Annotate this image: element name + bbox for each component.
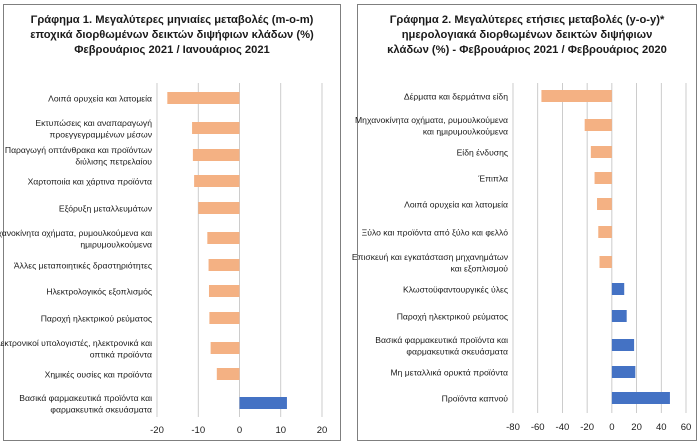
bar [239, 397, 287, 409]
bar [192, 149, 240, 161]
category-label: Μηχανοκίνητα οχήματα, ρυμουλκούμενα και [0, 228, 152, 238]
category-label: διύλισης πετρελαίου [75, 156, 152, 166]
category-label: φαρμακευτικά σκευάσματα [406, 346, 508, 356]
category-label: Βασικά φαρμακευτικά προϊόντα και [19, 393, 152, 403]
x-tick-label: 20 [631, 422, 642, 433]
category-label: Λοιπά ορυχεία και λατομεία [48, 94, 152, 104]
bar [590, 146, 612, 158]
bar [210, 342, 240, 354]
bar [611, 366, 636, 378]
category-label: Προϊόντα καπνού [442, 394, 509, 404]
bar [194, 175, 240, 187]
category-label: Ξύλο και προϊόντα από ξύλο και φελλό [362, 228, 509, 238]
bar [599, 256, 612, 268]
x-tick-label: -20 [580, 422, 594, 433]
bar [216, 368, 240, 380]
category-label: Ηλεκτρολογικός εξοπλισμός [46, 287, 152, 297]
category-label: Εξόρυξη μεταλλευμάτων [59, 204, 152, 214]
bar [207, 232, 240, 244]
category-label: Κλωστοϋφαντουργικές ύλες [403, 285, 508, 295]
x-tick-label: -80 [506, 422, 520, 433]
category-label: Δέρματα και δερμάτινα είδη [404, 92, 508, 102]
bar [611, 392, 670, 404]
category-label: Βασικά φαρμακευτικά προϊόντα και [375, 335, 508, 345]
category-label: Επισκευή και εγκατάσταση μηχανημάτων [352, 252, 508, 262]
x-tick-label: 0 [609, 422, 614, 433]
category-label: Ηλεκτρονικοί υπολογιστές, ηλεκτρονικά κα… [0, 338, 152, 348]
category-label: Παροχή ηλεκτρικού ρεύματος [41, 314, 152, 324]
category-label: Είδη ένδυσης [457, 148, 508, 158]
category-label: ημιρυμουλκούμενα [80, 239, 152, 249]
x-tick-label: -10 [191, 425, 205, 436]
category-label: Παροχή ηλεκτρικού ρεύματος [397, 312, 508, 322]
x-tick-label: -60 [531, 422, 545, 433]
x-tick-label: 0 [237, 425, 242, 436]
x-tick-label: 10 [275, 425, 286, 436]
chart-title: Γράφημα 2. Μεγαλύτερες ετήσιες μεταβολές… [358, 13, 696, 58]
category-label: Λοιπά ορυχεία και λατομεία [404, 200, 508, 210]
bar [611, 310, 627, 322]
bar [584, 119, 612, 131]
chart-title-line: ημερολογιακά διορθωμένων δεικτών διψήφιω… [401, 29, 653, 41]
chart-panel-monthly: Γράφημα 1. Μεγαλύτερες μηνιαίες μεταβολέ… [0, 4, 341, 441]
x-tick-label: 60 [681, 422, 692, 433]
chart-panel-annual: Γράφημα 2. Μεγαλύτερες ετήσιες μεταβολές… [352, 4, 697, 441]
x-tick-label: 40 [656, 422, 667, 433]
bar [167, 92, 240, 104]
chart-title-line: εποχικά διορθωμένων δεικτών διψήφιων κλά… [30, 29, 314, 41]
bar [597, 198, 612, 210]
category-label: Έπιπλα [477, 174, 508, 184]
bar [598, 226, 612, 238]
bar [209, 312, 240, 324]
bar-chart-monthly: -20 -10 0 10 20 Λοιπά ορυχεία και λατομεία Εκτ… [0, 83, 328, 436]
category-label: φαρμακευτικά σκευάσματα [50, 404, 152, 414]
chart-title: Γράφημα 1. Μεγαλύτερες μηνιαίες μεταβολέ… [4, 13, 340, 58]
chart-title-line: Γράφημα 2. Μεγαλύτερες ετήσιες μεταβολές… [389, 14, 665, 26]
category-label: προεγγεγραμμένων μέσων [49, 129, 152, 139]
bar [208, 285, 240, 297]
category-label: Εκτυπώσεις και αναπαραγωγή [35, 118, 152, 128]
category-label: Χαρτοποιία και χάρτινα προϊόντα [28, 177, 152, 187]
bar [541, 90, 612, 102]
category-label: και εξοπλισμού [451, 263, 509, 273]
bar [208, 259, 240, 271]
chart-title-line: Φεβρουάριος 2021 / Ιανουάριος 2021 [74, 44, 270, 56]
category-label: οπτικά προϊόντα [90, 349, 152, 359]
x-tick-label: 20 [317, 425, 328, 436]
category-label: Χημικές ουσίες και προϊόντα [45, 370, 152, 380]
category-label: Μηχανοκίνητα οχήματα, ρυμουλκούμενα [355, 115, 508, 125]
bar [192, 122, 240, 134]
bar [611, 339, 635, 351]
bar [198, 202, 240, 214]
bar [594, 172, 612, 184]
category-label: Παραγωγή οπτάνθρακα και προϊόντων [5, 145, 152, 155]
category-label: Μη μεταλλικά ορυκτά προϊόντα [390, 368, 508, 378]
bar [611, 283, 625, 295]
chart-title-line: κλάδων (%) - Φεβρουάριος 2021 / Φεβρουάρ… [387, 44, 667, 56]
category-label: Άλλες μεταποιητικές δραστηριότητες [14, 261, 152, 271]
x-tick-label: -20 [150, 425, 164, 436]
chart-title-line: Γράφημα 1. Μεγαλύτερες μηνιαίες μεταβολέ… [30, 14, 314, 26]
bar-chart-annual: -80 -60 -40 -20 0 20 40 60 Δέρματα και δερμάτινα… [352, 83, 692, 433]
x-tick-label: -40 [556, 422, 570, 433]
category-label: και ημιρυμουλκούμενα [423, 126, 508, 136]
